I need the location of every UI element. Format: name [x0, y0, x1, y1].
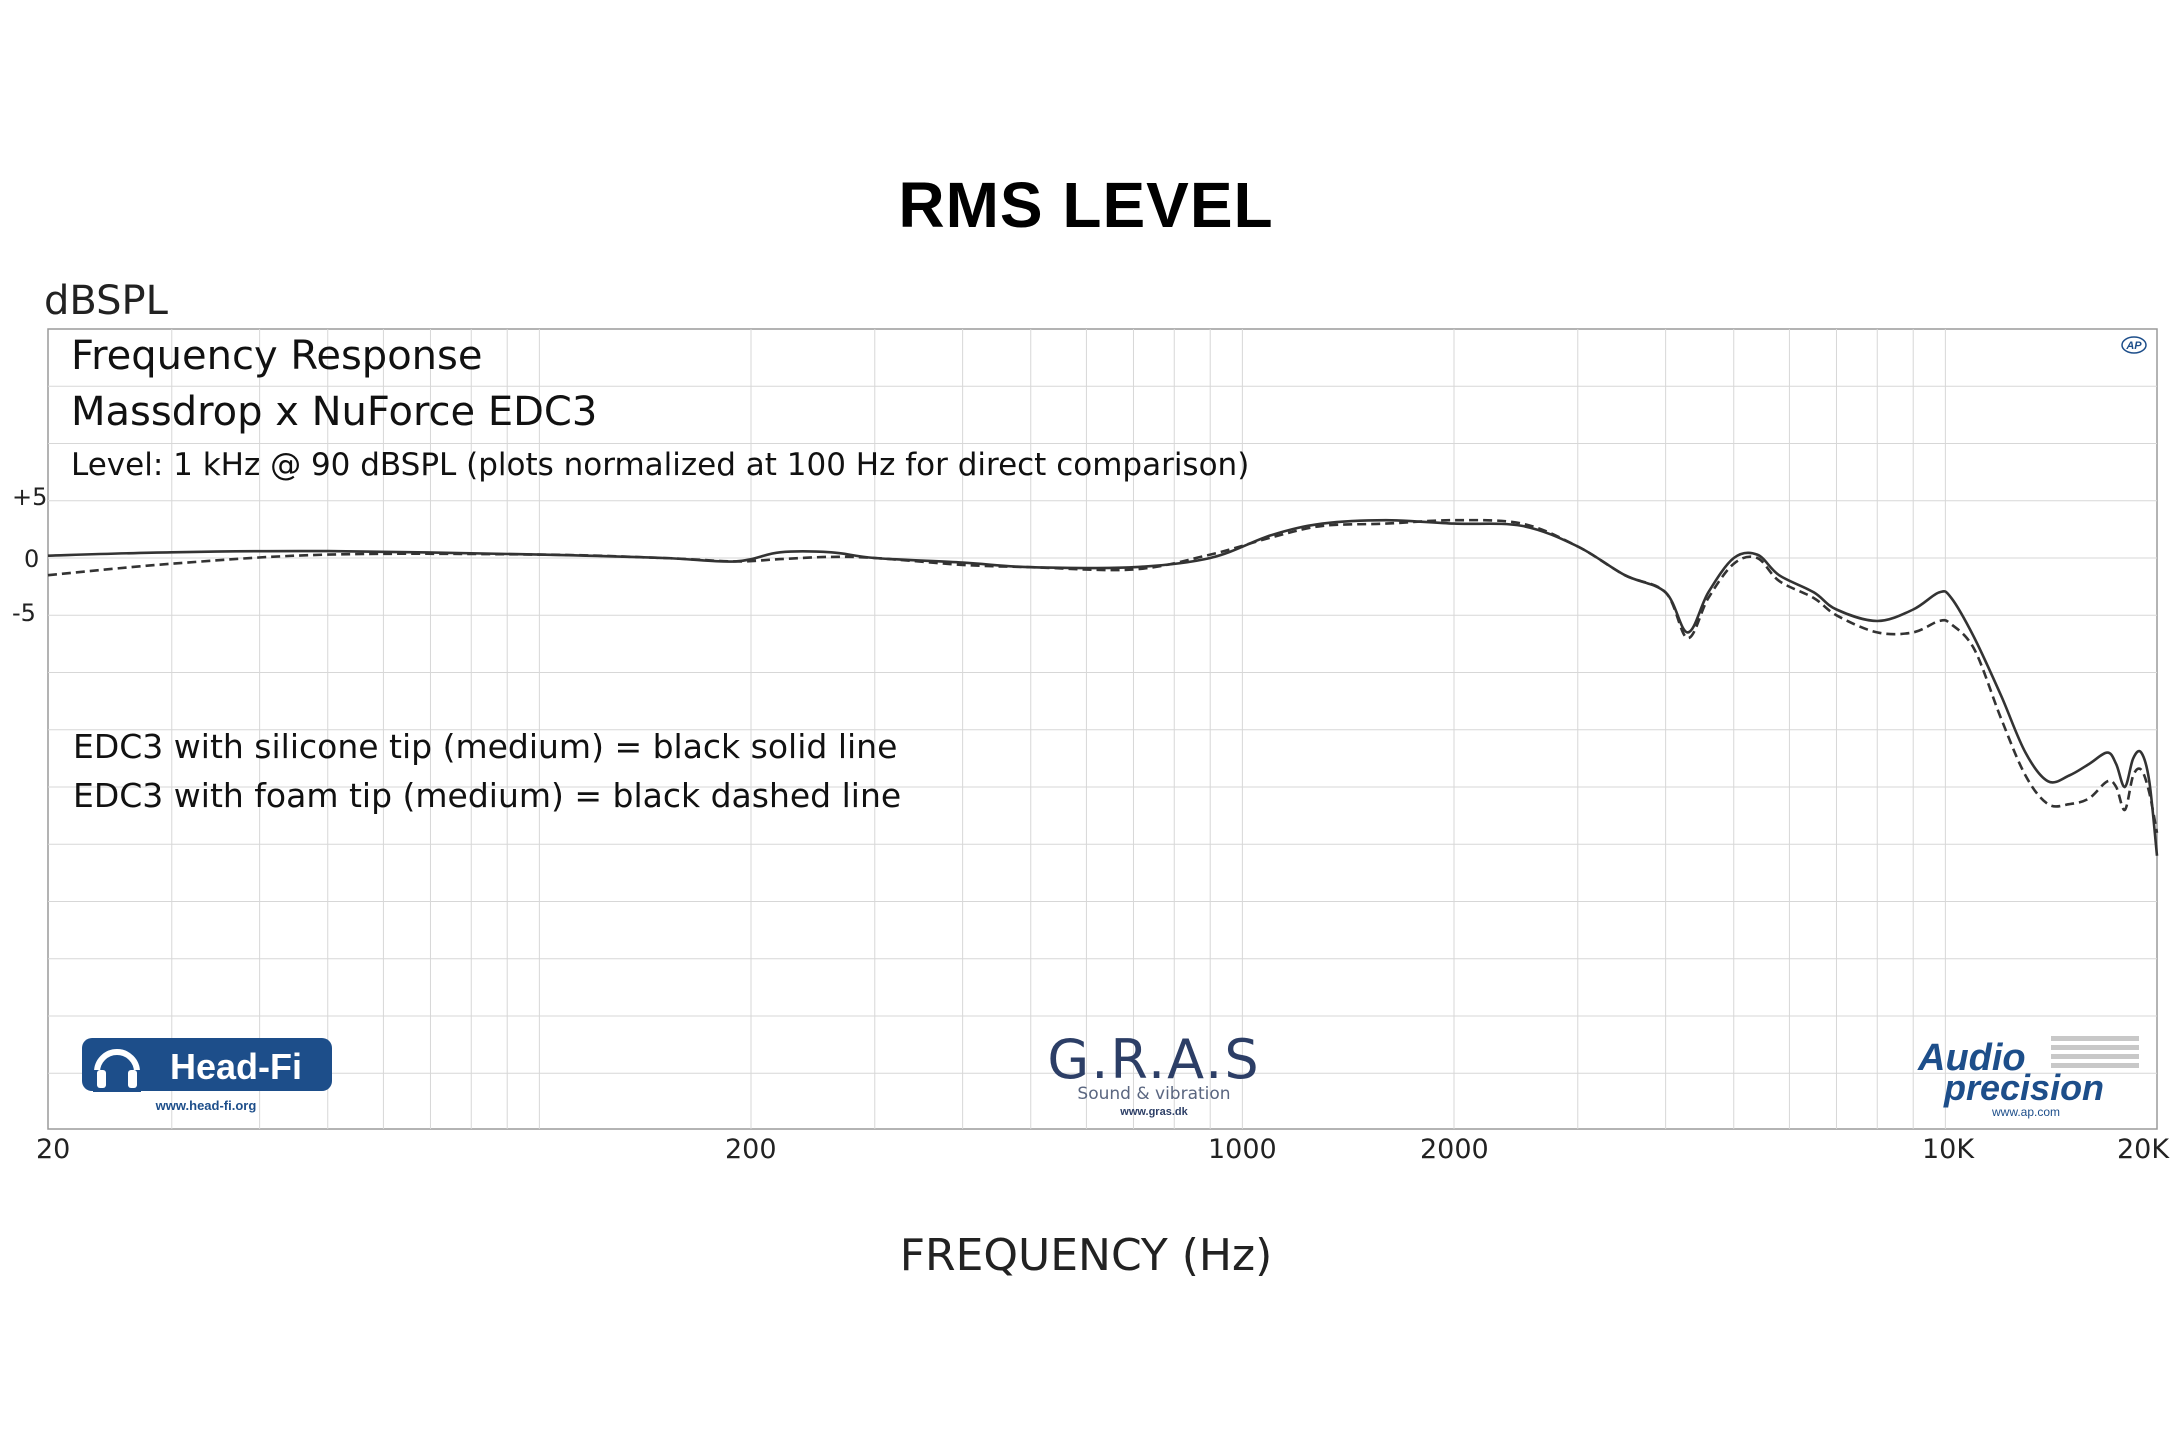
headfi-logo-badge	[82, 1038, 332, 1091]
annotation-level: Level: 1 kHz @ 90 dBSPL (plots normalize…	[71, 447, 1250, 483]
audio-precision-logo: Audio precision www.ap.com	[1917, 1036, 2139, 1119]
x-axis-label: FREQUENCY (Hz)	[899, 1230, 1273, 1281]
y-axis-label: dBSPL	[44, 278, 168, 324]
y-tick-label: +5	[12, 483, 48, 511]
audio-precision-bars-icon	[2051, 1036, 2139, 1068]
x-tick-label: 20	[36, 1134, 71, 1165]
annotation-model: Massdrop x NuForce EDC3	[71, 389, 598, 435]
x-tick-label: 20K	[2117, 1134, 2170, 1165]
x-tick-label: 10K	[1922, 1134, 1975, 1165]
ap-badge-icon: AP	[2121, 336, 2147, 354]
y-tick-label: 0	[24, 545, 40, 573]
audio-precision-logo-url: www.ap.com	[1991, 1105, 2060, 1119]
x-tick-label: 2000	[1420, 1134, 1489, 1165]
legend-dashed: EDC3 with foam tip (medium) = black dash…	[73, 776, 902, 815]
y-tick-label: -5	[12, 599, 36, 627]
series-line-foam-tip	[47, 518, 2159, 834]
plot-frame	[47, 328, 2158, 1130]
gras-logo-tagline: Sound & vibration	[1077, 1084, 1230, 1104]
gras-logo-url: www.gras.dk	[1119, 1106, 1188, 1118]
ap-badge-text: AP	[2125, 340, 2142, 352]
gras-logo-name: G.R.A.S	[1047, 1028, 1260, 1091]
gras-logo: G.R.A.S Sound & vibration www.gras.dk	[1047, 1028, 1260, 1118]
x-tick-label: 200	[725, 1134, 777, 1165]
horizontal-grid	[48, 385, 2157, 1074]
series-layer	[47, 518, 2159, 856]
audio-precision-logo-line2: precision	[1943, 1067, 2104, 1108]
headphones-right-cup	[128, 1070, 137, 1088]
headfi-logo: Head-Fi www.head-fi.org	[82, 1038, 332, 1113]
headfi-logo-name: Head-Fi	[170, 1046, 302, 1087]
annotation-heading: Frequency Response	[71, 333, 483, 379]
legend-solid: EDC3 with silicone tip (medium) = black …	[73, 727, 898, 766]
headfi-logo-url: www.head-fi.org	[155, 1098, 257, 1113]
audio-precision-logo-line1: Audio	[1917, 1037, 2026, 1079]
x-tick-label: 1000	[1208, 1134, 1277, 1165]
chart-title: RMS LEVEL	[898, 169, 1274, 241]
vertical-grid	[171, 329, 1946, 1129]
headphones-left-cup	[97, 1070, 106, 1088]
